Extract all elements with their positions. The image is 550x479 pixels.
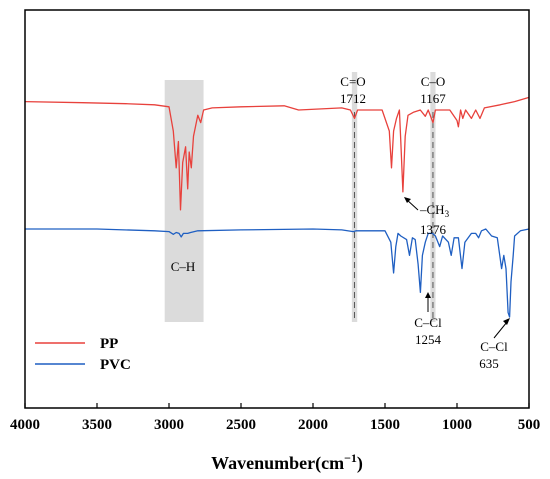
annotation-co-1712: C=O 1712 <box>340 74 366 106</box>
annotation-ccl-1254-value: 1254 <box>415 332 442 347</box>
annotation-ch3-value: 1376 <box>420 222 447 237</box>
x-tick-label-500: 500 <box>518 417 541 433</box>
x-axis-title: Wavenumber(cm−1) <box>211 451 363 474</box>
legend-label-pvc: PVC <box>100 357 131 373</box>
annotation-co-1167: C–O 1167 <box>420 74 446 106</box>
x-tick-label-2000: 2000 <box>298 417 328 433</box>
annotation-ccl-1254-arrowhead <box>425 292 431 298</box>
annotation-ccl-635-arrowhead <box>503 318 510 325</box>
annotation-ch-label: C–H <box>171 259 196 274</box>
x-axis-ticks: 4000 3500 3000 2500 2000 1500 1000 500 <box>10 403 540 433</box>
annotation-co-1712-value: 1712 <box>340 91 366 106</box>
x-tick-label-2500: 2500 <box>226 417 256 433</box>
x-tick-label-3000: 3000 <box>154 417 184 433</box>
plot-frame <box>24 9 530 409</box>
x-axis-title-close: ) <box>357 453 363 474</box>
legend-item-pp: PP <box>35 336 118 352</box>
annotation-ccl-635-value: 635 <box>479 356 499 371</box>
legend-item-pvc: PVC <box>35 357 131 373</box>
annotation-ch3-1376: –CH3 1376 <box>404 197 450 237</box>
annotation-co-1712-label: C=O <box>340 74 365 89</box>
legend: PP PVC <box>35 336 131 373</box>
reference-dashed-lines <box>353 112 434 322</box>
legend-label-pp: PP <box>100 336 118 352</box>
x-tick-label-3500: 3500 <box>82 417 112 433</box>
annotation-ch3-arrowhead <box>404 197 411 203</box>
annotation-ch3-text: –CH <box>419 202 445 217</box>
series-line-pp <box>24 96 530 211</box>
annotation-ch3-label: –CH3 <box>419 202 450 219</box>
x-axis-title-sup: −1 <box>344 451 357 465</box>
annotation-ccl-635: C–Cl 635 <box>479 318 510 371</box>
annotation-ch3-sub: 3 <box>445 209 450 219</box>
x-tick-label-1000: 1000 <box>442 417 472 433</box>
annotation-co-1167-value: 1167 <box>420 91 446 106</box>
annotation-ccl-635-label: C–Cl <box>480 339 508 354</box>
x-tick-label-1500: 1500 <box>370 417 400 433</box>
annotation-ch: C–H <box>171 259 196 274</box>
x-axis-title-main: Wavenumber(cm <box>211 453 344 474</box>
annotation-ccl-635-arrow <box>493 321 508 339</box>
spectra-series <box>24 96 530 318</box>
annotation-ccl-1254: C–Cl 1254 <box>414 292 442 347</box>
x-tick-label-4000: 4000 <box>10 417 40 433</box>
annotation-co-1167-label: C–O <box>421 74 446 89</box>
series-line-pvc <box>25 228 530 318</box>
annotation-ccl-1254-label: C–Cl <box>414 315 442 330</box>
